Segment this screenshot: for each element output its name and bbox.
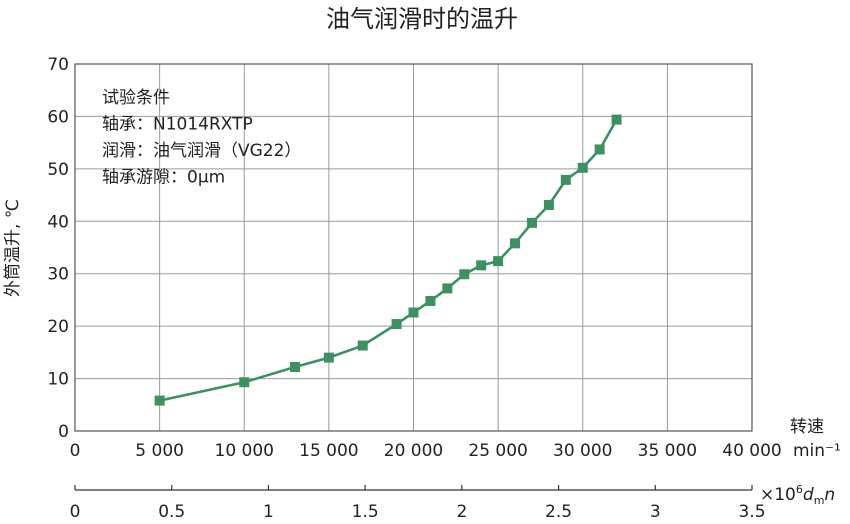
dmn-tick-label: 0.5 xyxy=(158,502,185,520)
x-tick-label: 40 000 xyxy=(722,441,781,461)
condition-line: 试验条件 xyxy=(102,88,170,108)
x-tick-label: 5 000 xyxy=(135,441,184,461)
data-point xyxy=(493,256,504,267)
dmn-tick-label: 0 xyxy=(70,502,81,520)
data-point xyxy=(560,174,571,185)
data-point xyxy=(391,319,402,330)
x-tick-label: 25 000 xyxy=(468,441,527,461)
data-point xyxy=(526,217,537,228)
data-point xyxy=(611,114,622,125)
dmn-label-prefix: ×10 xyxy=(760,485,796,505)
x-tick-label: 15 000 xyxy=(299,441,358,461)
data-point xyxy=(577,162,588,173)
dmn-axis-label: ×106dmn xyxy=(760,483,835,507)
y-tick-label: 40 xyxy=(47,212,69,232)
data-point xyxy=(459,269,470,280)
x-tick-labels: 0 5 000 10 000 15 000 20 000 25 000 30 000 35 0… xyxy=(70,441,782,461)
plot-frame xyxy=(74,63,753,432)
dmn-tick-label: 1.5 xyxy=(352,502,379,520)
condition-line: 轴承：N1014RXTP xyxy=(102,115,253,135)
y-tick-label: 20 xyxy=(47,317,69,337)
x-axis-unit: min⁻¹ xyxy=(793,441,841,461)
y-tick-label: 60 xyxy=(47,107,69,127)
data-point xyxy=(154,395,165,406)
data-point xyxy=(476,260,487,271)
dmn-tick-label: 3.5 xyxy=(738,502,765,520)
data-point xyxy=(290,362,301,373)
condition-line: 润滑：油气润滑（VG22） xyxy=(102,141,301,161)
dmn-tick-label: 1 xyxy=(263,502,274,520)
dmn-tick-labels: 0 0.5 1 1.5 2 2.5 3 3.5 xyxy=(70,502,766,522)
y-tick-labels: 0 10 20 30 40 50 60 70 xyxy=(47,55,69,442)
y-axis-label: 外筒温升, ℃ xyxy=(3,199,23,297)
data-point xyxy=(323,352,334,363)
data-point xyxy=(425,295,436,306)
x-tick-label: 30 000 xyxy=(553,441,612,461)
dmn-label-subscript: m xyxy=(814,494,825,507)
condition-line: 轴承游隙：0μm xyxy=(102,168,225,188)
y-tick-label: 10 xyxy=(47,370,69,390)
y-tick-label: 0 xyxy=(58,422,69,442)
y-tick-label: 30 xyxy=(47,265,69,285)
data-point xyxy=(594,144,605,155)
dmn-tick-label: 3 xyxy=(650,502,661,520)
dmn-tick-label: 2 xyxy=(456,502,467,520)
chart-title: 油气润滑时的温升 xyxy=(326,5,518,33)
data-point xyxy=(442,283,453,294)
data-point xyxy=(239,377,250,388)
data-point xyxy=(357,340,368,351)
x-tick-label: 10 000 xyxy=(215,441,274,461)
dmn-label-d: d xyxy=(803,485,814,505)
data-point xyxy=(408,307,419,318)
x-axis-label: 转速 xyxy=(790,417,824,437)
y-tick-label: 70 xyxy=(47,55,69,75)
data-point xyxy=(510,238,521,249)
series-line xyxy=(159,118,618,402)
dmn-axis xyxy=(74,485,753,491)
data-point xyxy=(543,200,554,211)
series-layer xyxy=(154,114,622,406)
x-tick-label: 35 000 xyxy=(638,441,697,461)
dmn-label-exponent: 6 xyxy=(796,483,803,496)
grid-lines xyxy=(75,64,752,431)
x-tick-label: 0 xyxy=(70,441,81,461)
x-tick-label: 20 000 xyxy=(384,441,443,461)
dmn-label-n: n xyxy=(824,485,835,505)
y-tick-label: 50 xyxy=(47,160,69,180)
dmn-tick-label: 2.5 xyxy=(545,502,572,520)
